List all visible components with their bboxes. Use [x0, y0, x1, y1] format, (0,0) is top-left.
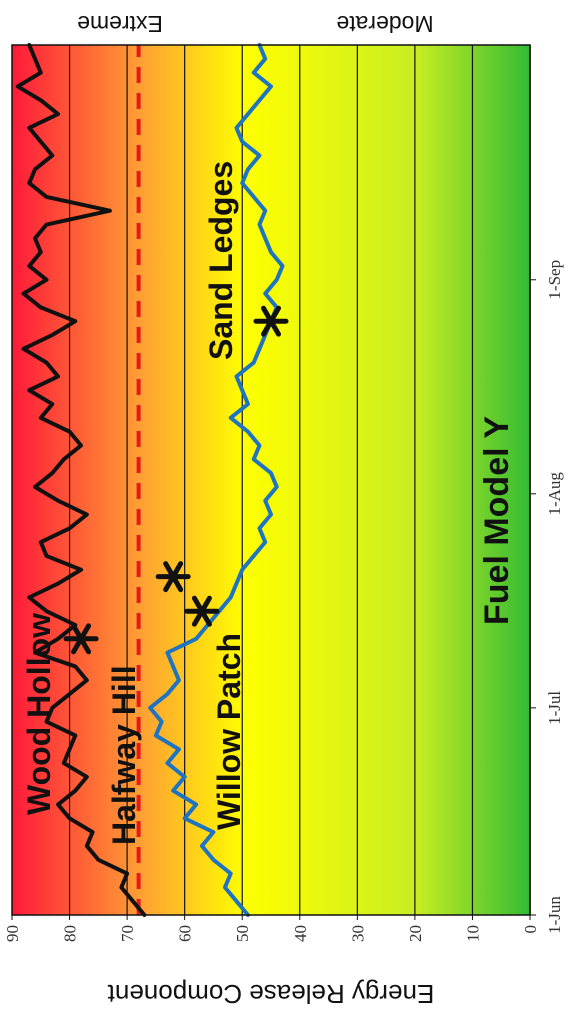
fire-marker-stroke: [261, 305, 281, 337]
series-layer: [15, 43, 289, 917]
y-tick-label-70: 70: [118, 925, 137, 942]
series-label-wood-hollow: Wood Hollow: [21, 613, 57, 815]
fire-marker-stroke: [71, 623, 92, 655]
gridlines: [68, 45, 474, 915]
y-tick-label-80: 80: [61, 925, 80, 942]
y-tick-label-60: 60: [176, 925, 195, 942]
plot-background: [12, 45, 530, 915]
y-tick-label-50: 50: [233, 925, 252, 942]
y-tick-label-0: 0: [521, 925, 540, 934]
series-label-willow-patch: Willow Patch: [211, 633, 247, 830]
annotation-fuel-model: Fuel Model Y: [478, 416, 516, 625]
x-tick-label-1-Jun: 1-Jun: [545, 896, 564, 934]
axes: 0 10 20 30 40 50 60 70 80 90 1-Jun 1-Jul 1-Aug 1-Sep: [3, 45, 564, 942]
fire-marker-stroke: [191, 595, 212, 627]
x-tick-label-1-Aug: 1-Aug: [545, 472, 564, 516]
y-tick-label-10: 10: [463, 925, 482, 942]
scale-label-extreme: Extreme: [77, 11, 163, 37]
series-line-wood-hollow: [15, 43, 147, 917]
x-tick-label-1-Sep: 1-Sep: [545, 260, 564, 300]
fire-marker-stroke: [163, 561, 184, 593]
y-tick-label-20: 20: [406, 925, 425, 942]
x-tick-label-1-Jul: 1-Jul: [545, 691, 564, 725]
fire-marker-2: [155, 561, 191, 593]
fire-marker-1: [63, 623, 99, 655]
series-label-halfway-hill: Halfway Hill: [106, 665, 142, 845]
scale-label-moderate: Moderate: [336, 11, 433, 37]
y-axis-title: Energy Release Component: [107, 979, 434, 1009]
y-tick-label-40: 40: [291, 925, 310, 942]
y-tick-label-90: 90: [3, 925, 22, 942]
series-line-willow-patch: [148, 43, 285, 917]
fire-marker-3: [184, 595, 220, 627]
fire-marker-4: [253, 305, 289, 337]
series-label-sand-ledges: Sand Ledges: [203, 161, 239, 360]
y-tick-label-30: 30: [348, 925, 367, 942]
